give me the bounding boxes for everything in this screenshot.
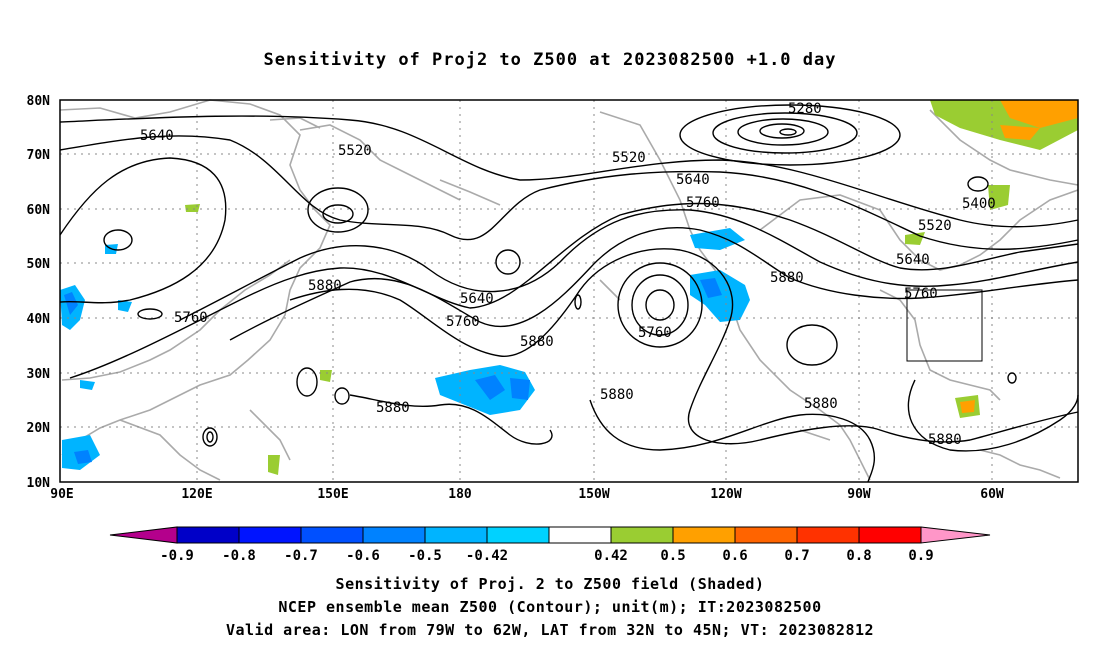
colorbar-tick-labels: -0.9 -0.8 -0.7 -0.6 -0.5 -0.42 0.42 0.5 0.6 0.7 0.… — [160, 548, 934, 564]
contour-label: 5520 — [612, 150, 646, 166]
lon-label-60w: 60W — [980, 487, 1004, 502]
contour-label: 5640 — [140, 128, 174, 144]
lon-label-150e: 150E — [317, 487, 348, 502]
colorbar-cell — [486, 526, 550, 544]
colorbar-cells — [176, 526, 922, 544]
lat-label-20n: 20N — [27, 421, 51, 436]
map-title: Sensitivity of Proj2 to Z500 at 20230825… — [263, 50, 837, 70]
contour-label: 5880 — [600, 387, 634, 403]
lon-label-90w: 90W — [847, 487, 871, 502]
colorbar-cell — [610, 526, 674, 544]
contour-label: 5640 — [460, 291, 494, 307]
contour-label: 5400 — [962, 196, 996, 212]
lon-label-180: 180 — [448, 487, 472, 502]
lat-tick-labels: 80N 70N 60N 50N 40N 30N 20N 10N — [27, 94, 51, 491]
contour-label: 5760 — [638, 325, 672, 341]
colorbar-cell — [238, 526, 302, 544]
colorbar-tick-label: 0.42 — [594, 548, 628, 564]
contour-label: 5880 — [520, 334, 554, 350]
contour-label: 5760 — [686, 195, 720, 211]
colorbar-tick-label: -0.5 — [408, 548, 442, 564]
colorbar-tick-label: 0.6 — [722, 548, 747, 564]
contour-label: 5520 — [918, 218, 952, 234]
lon-label-120w: 120W — [710, 487, 741, 502]
colorbar-cell — [300, 526, 364, 544]
lat-label-60n: 60N — [27, 203, 51, 218]
colorbar-cell — [548, 526, 612, 544]
lat-label-50n: 50N — [27, 257, 51, 272]
colorbar-cell — [796, 526, 860, 544]
colorbar-tick-label: -0.9 — [160, 548, 194, 564]
colorbar-cell — [362, 526, 426, 544]
colorbar — [109, 526, 991, 544]
colorbar-cell — [176, 526, 240, 544]
caption-line-1: Sensitivity of Proj. 2 to Z500 field (Sh… — [335, 575, 765, 593]
contour-label: 5760 — [446, 314, 480, 330]
contour-label: 5760 — [174, 310, 208, 326]
colorbar-cell — [734, 526, 798, 544]
colorbar-tick-label: 0.5 — [660, 548, 685, 564]
colorbar-cell — [858, 526, 922, 544]
lon-label-90e: 90E — [50, 487, 73, 502]
colorbar-tick-label: -0.6 — [346, 548, 380, 564]
colorbar-tick-label: -0.7 — [284, 548, 318, 564]
lat-label-40n: 40N — [27, 312, 51, 327]
valid-area-box — [906, 289, 983, 362]
colorbar-tick-label: 0.8 — [846, 548, 871, 564]
contour-label: 5880 — [804, 396, 838, 412]
z500-contours — [59, 104, 1079, 483]
contour-label: 5640 — [896, 252, 930, 268]
caption-line-3: Valid area: LON from 79W to 62W, LAT fro… — [225, 621, 875, 639]
map-gridlines — [60, 100, 1078, 482]
colorbar-tick-label: -0.42 — [466, 548, 508, 564]
colorbar-cell — [424, 526, 488, 544]
caption-line-2: NCEP ensemble mean Z500 (Contour); unit(… — [278, 598, 822, 616]
contour-labels: 5280 5400 5520 5520 5520 5640 5640 5640 … — [140, 101, 996, 448]
colorbar-cell — [672, 526, 736, 544]
colorbar-tick-label: 0.7 — [784, 548, 809, 564]
contour-label: 5520 — [338, 143, 372, 159]
contour-label: 5880 — [928, 432, 962, 448]
lat-label-10n: 10N — [27, 476, 51, 491]
colorbar-upper-triangle — [920, 526, 991, 544]
colorbar-tick-label: -0.8 — [222, 548, 256, 564]
colorbar-lower-triangle — [109, 526, 178, 544]
land-coastlines — [59, 99, 1079, 481]
contour-label: 5760 — [904, 286, 938, 302]
lat-label-30n: 30N — [27, 367, 51, 382]
lon-tick-labels: 90E 120E 150E 180 150W 120W 90W 60W — [50, 487, 1004, 502]
colorbar-tick-label: 0.9 — [908, 548, 933, 564]
contour-label: 5880 — [770, 270, 804, 286]
lon-label-150w: 150W — [578, 487, 609, 502]
contour-label: 5880 — [376, 400, 410, 416]
sensitivity-shading — [60, 100, 1078, 475]
map-frame — [59, 99, 1079, 483]
contour-label: 5280 — [788, 101, 822, 117]
contour-label: 5640 — [676, 172, 710, 188]
lat-label-80n: 80N — [27, 94, 51, 109]
lat-label-70n: 70N — [27, 148, 51, 163]
contour-label: 5880 — [308, 278, 342, 294]
lon-label-120e: 120E — [181, 487, 212, 502]
